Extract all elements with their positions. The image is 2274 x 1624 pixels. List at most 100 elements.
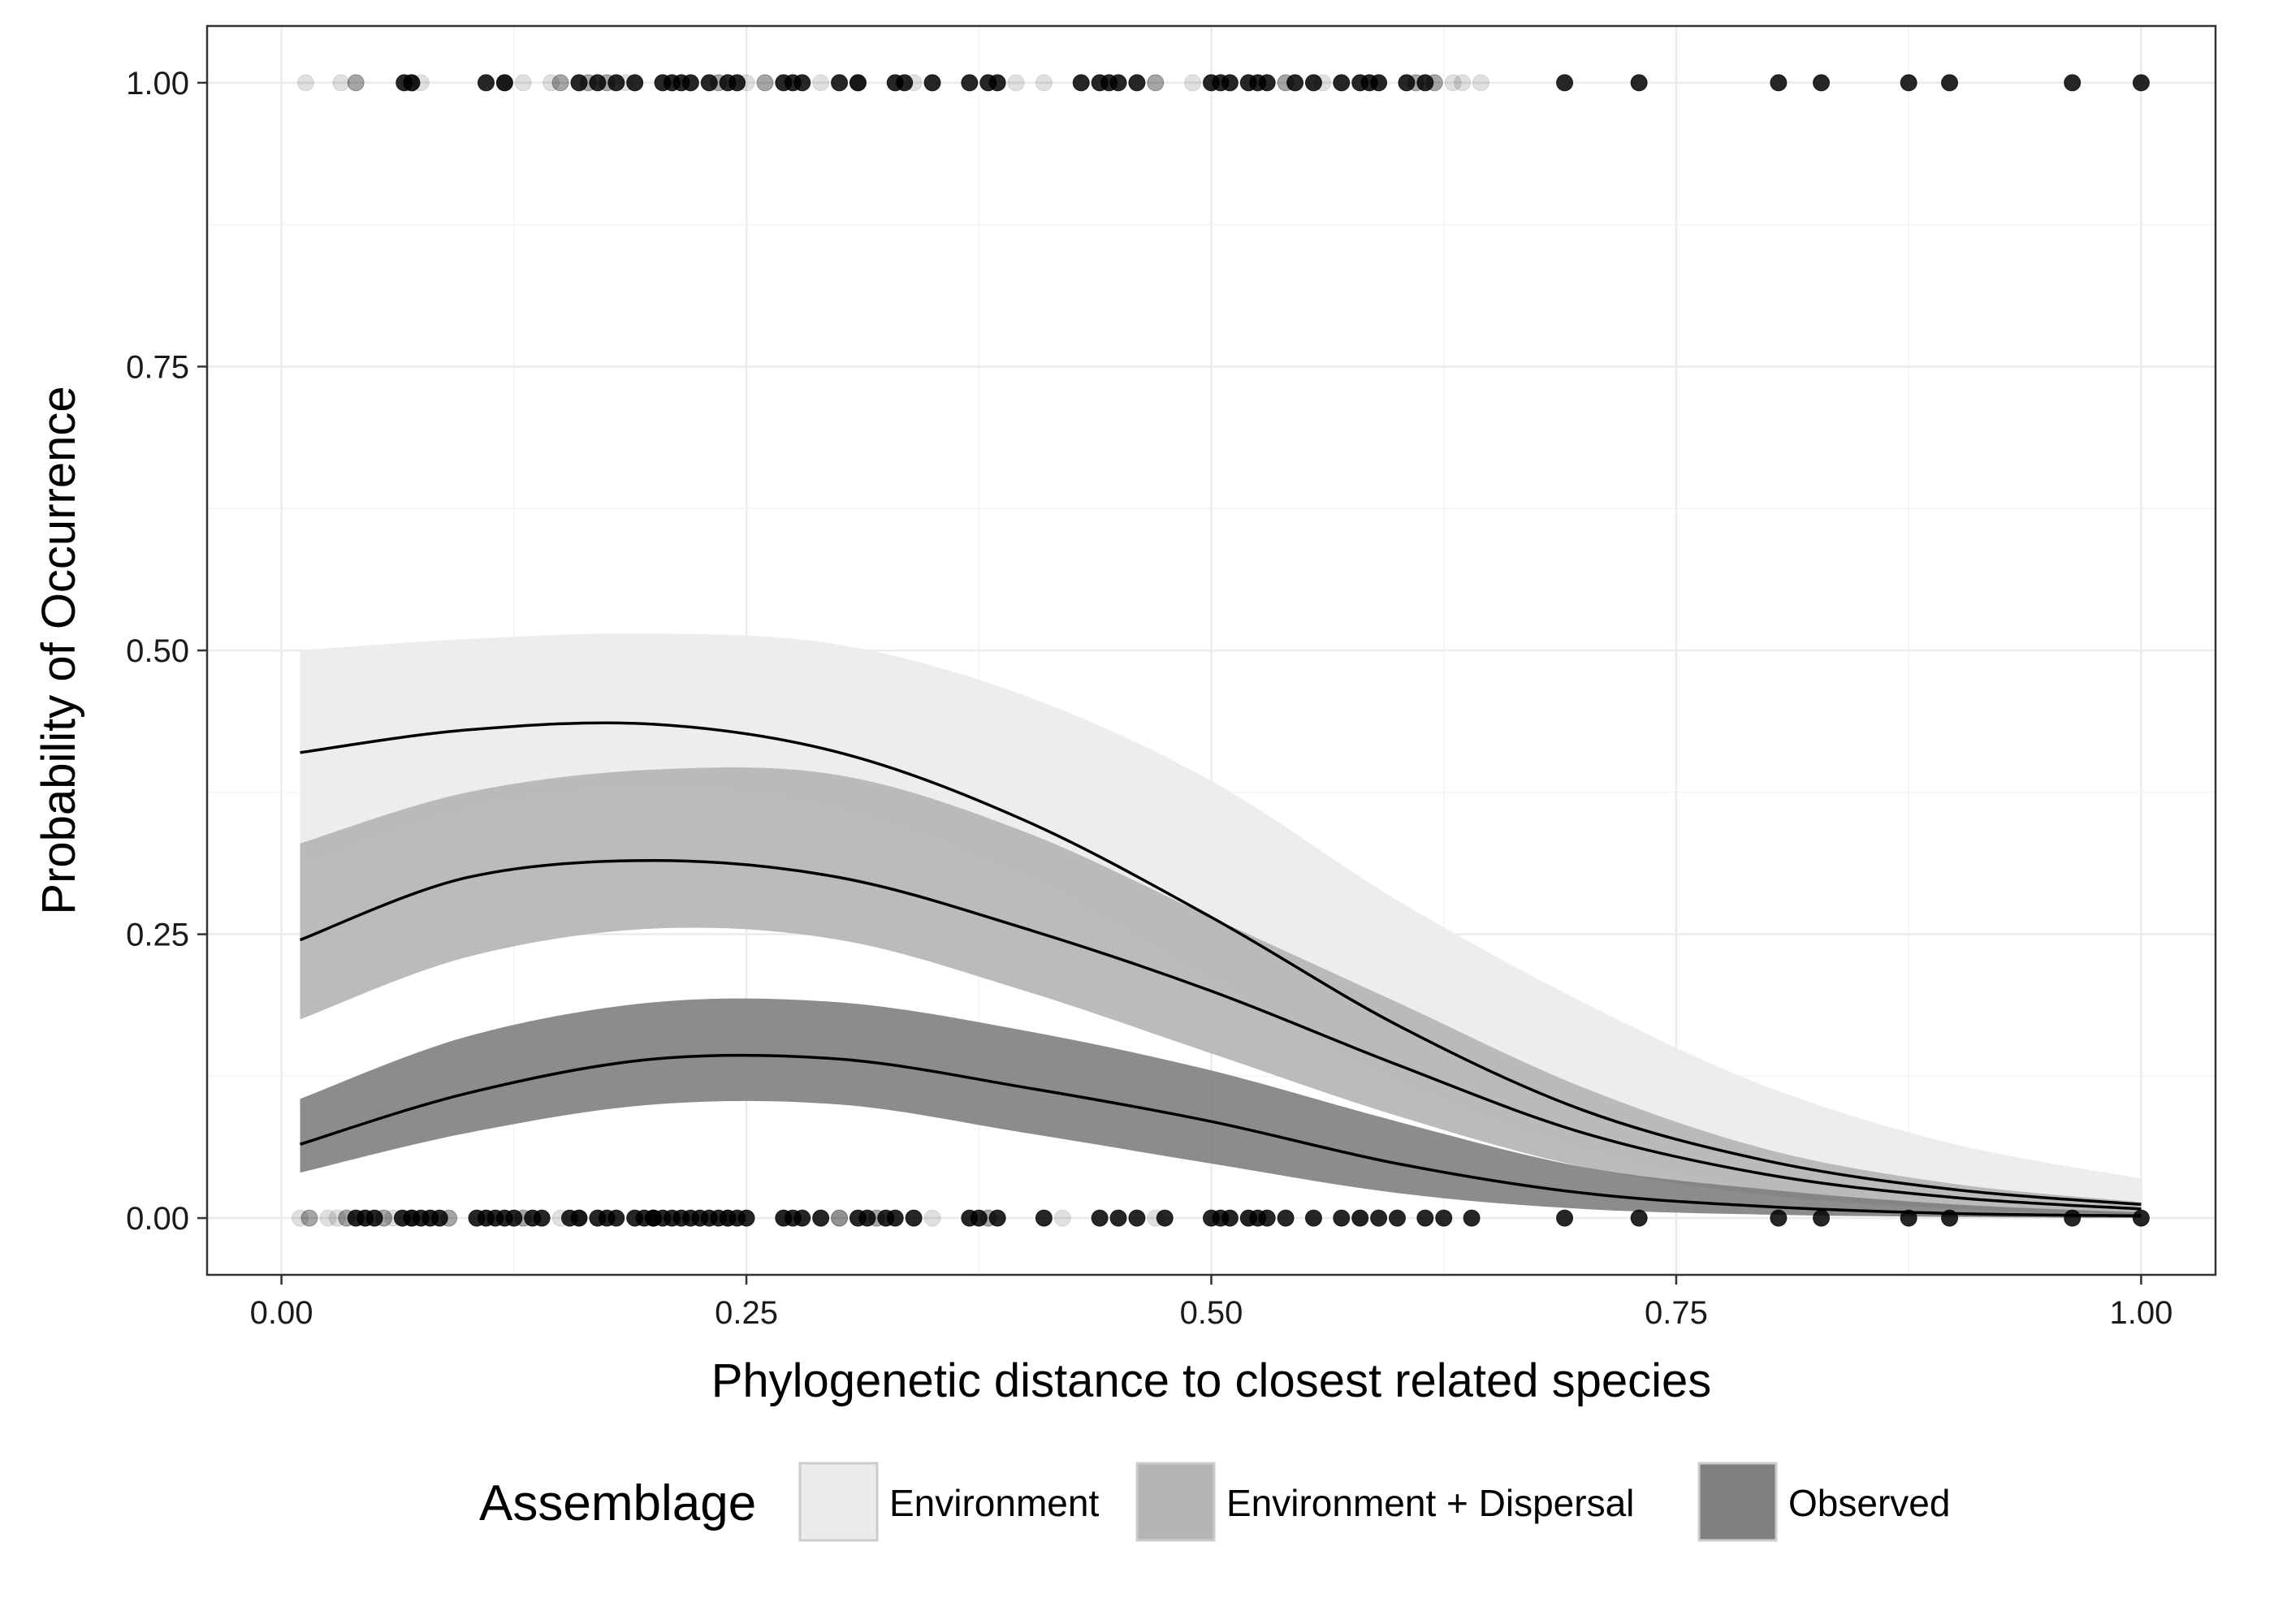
legend-label-environment-dispersal: Environment + Dispersal xyxy=(1226,1482,1634,1524)
legend-key-environment xyxy=(798,1462,879,1542)
point-observed-presence xyxy=(607,74,625,92)
fit-line-environment-dispersal xyxy=(299,858,2142,1211)
y-axis-title: Probability of Occurrence xyxy=(32,386,85,914)
point-observed-absence xyxy=(1770,1209,1788,1227)
point-observed-absence xyxy=(1109,1209,1127,1227)
point-observed-absence xyxy=(1156,1209,1174,1227)
point-observed-absence xyxy=(2132,1209,2150,1227)
legend-title: Assemblage xyxy=(479,1475,756,1531)
point-observed-absence xyxy=(430,1209,448,1227)
point-observed-presence xyxy=(1770,74,1788,92)
legend: Assemblage Environment Environment + Disp… xyxy=(479,1462,1950,1542)
legend-items: Environment Environment + Dispersal Observ… xyxy=(798,1462,1950,1542)
point-observed-presence xyxy=(1556,74,1574,92)
fit-line-observed xyxy=(299,1053,2142,1218)
point-observed-absence xyxy=(533,1209,551,1227)
point-observed-absence xyxy=(905,1209,923,1227)
point-environment-presence xyxy=(332,74,350,92)
point-environment-dispersal-presence xyxy=(1147,74,1165,92)
point-observed-presence xyxy=(1258,74,1276,92)
point-observed-presence xyxy=(831,74,849,92)
legend-item-environment: Environment xyxy=(798,1462,1099,1542)
point-observed-absence xyxy=(1370,1209,1388,1227)
fit-line-environment xyxy=(300,721,2142,1207)
legend-item-observed: Observed xyxy=(1697,1462,1950,1542)
point-observed-presence xyxy=(728,74,746,92)
point-environment-dispersal-presence xyxy=(756,74,774,92)
point-observed-absence xyxy=(1128,1209,1146,1227)
point-environment-presence xyxy=(1007,74,1025,92)
point-observed-presence xyxy=(1813,74,1831,92)
point-observed-absence xyxy=(1351,1209,1369,1227)
point-observed-presence xyxy=(849,74,867,92)
point-observed-absence xyxy=(607,1209,625,1227)
point-observed-presence xyxy=(1304,74,1322,92)
point-observed-presence xyxy=(2132,74,2150,92)
x-tick-label: 0.25 xyxy=(715,1295,778,1331)
x-axis: 0.00 0.25 0.50 0.75 1.00 xyxy=(250,1275,2172,1331)
point-environment-presence xyxy=(296,74,314,92)
y-axis: 0.00 0.25 0.50 0.75 1.00 xyxy=(126,66,207,1237)
point-environment-absence xyxy=(831,1209,849,1227)
x-tick-label: 1.00 xyxy=(2109,1295,2172,1331)
point-observed-presence xyxy=(477,74,495,92)
point-observed-presence xyxy=(403,74,421,92)
point-environment-presence xyxy=(812,74,830,92)
point-observed-presence xyxy=(896,74,914,92)
point-environment-presence xyxy=(1454,74,1472,92)
point-observed-presence xyxy=(1109,74,1127,92)
point-observed-absence xyxy=(1813,1209,1831,1227)
point-environment-dispersal-presence xyxy=(347,74,365,92)
point-observed-absence xyxy=(1941,1209,1959,1227)
point-observed-absence xyxy=(988,1209,1006,1227)
point-observed-absence xyxy=(2064,1209,2082,1227)
point-environment-presence xyxy=(1035,74,1053,92)
x-axis-title: Phylogenetic distance to closest related… xyxy=(711,1354,1712,1407)
point-observed-presence xyxy=(495,74,513,92)
point-environment-dispersal-absence xyxy=(831,1209,849,1227)
point-observed-presence xyxy=(570,74,588,92)
point-environment-presence xyxy=(543,74,560,92)
point-observed-presence xyxy=(1072,74,1090,92)
band-environment-dispersal xyxy=(300,767,2142,1215)
point-observed-absence xyxy=(1388,1209,1406,1227)
point-observed-presence xyxy=(1128,74,1146,92)
point-observed-presence xyxy=(626,74,644,92)
y-tick-label: 0.50 xyxy=(126,633,189,669)
point-observed-presence xyxy=(1398,74,1416,92)
point-observed-absence xyxy=(737,1209,755,1227)
point-observed-absence xyxy=(1900,1209,1917,1227)
point-environment-presence xyxy=(1184,74,1202,92)
point-observed-absence xyxy=(793,1209,811,1227)
point-observed-absence xyxy=(505,1209,523,1227)
point-observed-absence xyxy=(1221,1209,1239,1227)
point-observed-presence xyxy=(1370,74,1388,92)
legend-item-environment-dispersal: Environment + Dispersal xyxy=(1135,1462,1634,1542)
point-observed-presence xyxy=(1286,74,1304,92)
point-observed-presence xyxy=(988,74,1006,92)
point-observed-absence xyxy=(570,1209,588,1227)
point-observed-presence xyxy=(589,74,607,92)
point-environment-absence xyxy=(328,1209,346,1227)
point-observed-absence xyxy=(365,1209,383,1227)
y-tick-label: 1.00 xyxy=(126,66,189,102)
point-observed-presence xyxy=(1900,74,1917,92)
point-environment-presence xyxy=(514,74,532,92)
point-observed-presence xyxy=(2064,74,2082,92)
point-observed-absence xyxy=(886,1209,904,1227)
legend-label-observed: Observed xyxy=(1788,1482,1950,1524)
point-observed-absence xyxy=(1630,1209,1648,1227)
point-environment-absence xyxy=(319,1209,337,1227)
point-observed-presence xyxy=(923,74,941,92)
point-environment-absence xyxy=(1053,1209,1071,1227)
point-environment-absence xyxy=(923,1209,941,1227)
legend-key-observed xyxy=(1697,1462,1778,1542)
band-observed xyxy=(300,998,2142,1219)
point-observed-presence xyxy=(793,74,811,92)
point-environment-presence xyxy=(1472,74,1490,92)
point-observed-absence xyxy=(1091,1209,1109,1227)
point-observed-presence xyxy=(1941,74,1959,92)
point-observed-absence xyxy=(970,1209,988,1227)
point-observed-absence xyxy=(1277,1209,1295,1227)
